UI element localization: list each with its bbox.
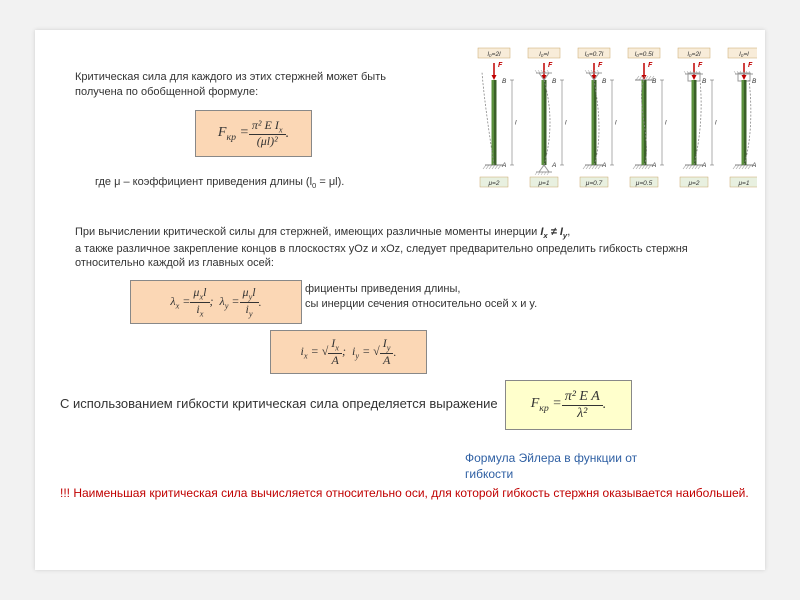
svg-text:A: A	[601, 162, 606, 169]
euler-label: Формула Эйлера в функции от гибкости	[465, 450, 685, 482]
formula-lambda: λx = μxl ix ; λy = μyl iy .	[130, 280, 302, 324]
svg-text:μ=1: μ=1	[538, 180, 550, 187]
svg-text:μ=0.5: μ=0.5	[635, 180, 653, 187]
svg-text:l: l	[565, 120, 567, 127]
slide-page: Критическая сила для каждого из этих сте…	[35, 30, 765, 570]
buckling-diagram: l₀=2l F B Aμ=2 l l₀=l F B Aμ=1 l l₀=0.7l F B Aμ=0.7 l l…	[457, 45, 757, 200]
svg-text:A: A	[551, 162, 556, 169]
svg-text:F: F	[748, 62, 753, 69]
mid-text-1: фициенты приведения длины,	[305, 282, 460, 297]
svg-text:B: B	[702, 78, 707, 85]
svg-text:B: B	[502, 78, 507, 85]
svg-text:l₀=l: l₀=l	[539, 51, 549, 58]
svg-text:l: l	[665, 120, 667, 127]
intro-text: Критическая сила для каждого из этих сте…	[75, 70, 445, 100]
use-flex-text: С использованием гибкости критическая си…	[60, 395, 498, 413]
svg-text:F: F	[498, 62, 503, 69]
svg-text:l: l	[715, 120, 717, 127]
formula-fcr-main: Fкр = π² E Ix (μl)² .	[195, 110, 312, 157]
formula-euler: Fкр = π² E A λ² .	[505, 380, 632, 430]
svg-text:l₀=l: l₀=l	[739, 51, 749, 58]
svg-text:A: A	[701, 162, 706, 169]
where-text: где μ – коэффициент приведения длины (l0…	[95, 175, 344, 192]
svg-text:l₀=0.7l: l₀=0.7l	[585, 51, 604, 58]
svg-text:l: l	[515, 120, 517, 127]
formula-radii: ix = √ Ix A ; iy = √ Iy A .	[270, 330, 427, 374]
svg-text:A: A	[501, 162, 506, 169]
svg-text:B: B	[652, 78, 657, 85]
svg-text:l₀=2l: l₀=2l	[487, 51, 501, 58]
svg-text:μ=1: μ=1	[738, 180, 750, 187]
intro-line1: Критическая сила для каждого из этих сте…	[75, 71, 386, 83]
svg-text:μ=0.7: μ=0.7	[585, 180, 603, 187]
intro-line2: получена по обобщенной формуле:	[75, 86, 258, 98]
svg-text:F: F	[648, 62, 653, 69]
svg-text:l₀=2l: l₀=2l	[687, 51, 701, 58]
mid-text-2: сы инерции сечения относительно осей x и…	[305, 297, 537, 312]
svg-text:μ=2: μ=2	[688, 180, 700, 187]
svg-text:μ=2: μ=2	[488, 180, 500, 187]
svg-text:F: F	[598, 62, 603, 69]
svg-text:l₀=0.5l: l₀=0.5l	[635, 51, 654, 58]
svg-text:B: B	[752, 78, 757, 85]
svg-text:F: F	[548, 62, 553, 69]
para2: При вычислении критической силы для стер…	[75, 225, 755, 271]
warning-text: !!! Наименьшая критическая сила вычисляе…	[60, 485, 750, 501]
svg-text:B: B	[602, 78, 607, 85]
svg-text:l: l	[615, 120, 617, 127]
svg-text:B: B	[552, 78, 557, 85]
svg-text:A: A	[651, 162, 656, 169]
svg-text:A: A	[751, 162, 756, 169]
svg-text:F: F	[698, 62, 703, 69]
